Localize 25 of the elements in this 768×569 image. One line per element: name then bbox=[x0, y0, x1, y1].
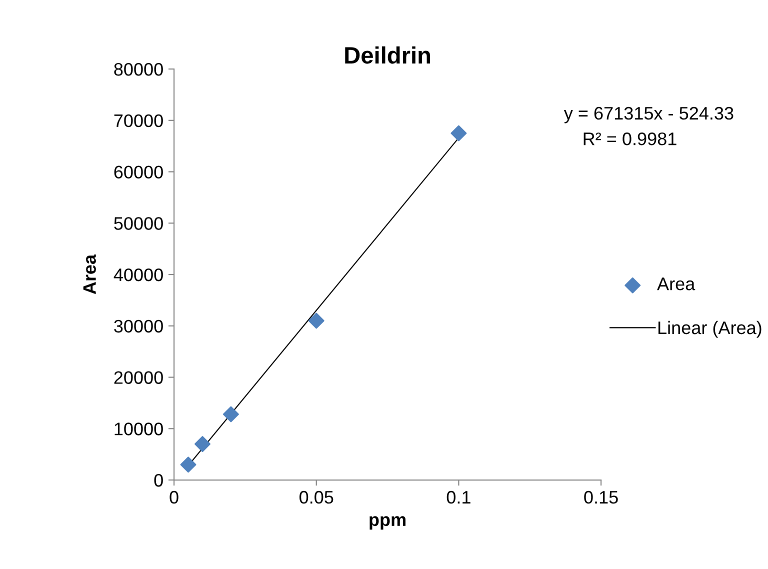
point bbox=[180, 456, 196, 473]
point bbox=[308, 312, 324, 329]
legend-label: Area bbox=[657, 278, 696, 290]
y-tick-label: 40000 bbox=[114, 268, 163, 282]
y-tick-label: 60000 bbox=[114, 166, 163, 178]
chart-title: Deildrin bbox=[345, 46, 430, 64]
legend-label: Linear (Area) bbox=[658, 320, 762, 338]
x-axis-title: ppm bbox=[370, 516, 406, 530]
y-tick-label: 70000 bbox=[114, 114, 163, 128]
y-tick-label: 30000 bbox=[114, 320, 163, 333]
y-tick-label: 80000 bbox=[114, 62, 163, 76]
point bbox=[450, 125, 467, 142]
y-tick-label: 10000 bbox=[114, 422, 163, 436]
y-tick-label: 0 bbox=[154, 474, 163, 487]
y-axis-title: Area bbox=[83, 254, 96, 294]
y-tick-label: 50000 bbox=[114, 217, 163, 230]
y-tick-label: 20000 bbox=[114, 371, 163, 384]
point bbox=[222, 406, 239, 422]
point bbox=[194, 436, 210, 452]
annotation: y = 671315x - 524.33 bbox=[564, 106, 734, 124]
x-tick-label: 0.1 bbox=[446, 490, 470, 504]
x-tick-label: 0 bbox=[170, 490, 178, 504]
annotation: R² = 0.9981 bbox=[584, 132, 676, 146]
x-tick-label: 0.15 bbox=[584, 490, 618, 504]
x-tick-label: 0.05 bbox=[300, 490, 334, 504]
